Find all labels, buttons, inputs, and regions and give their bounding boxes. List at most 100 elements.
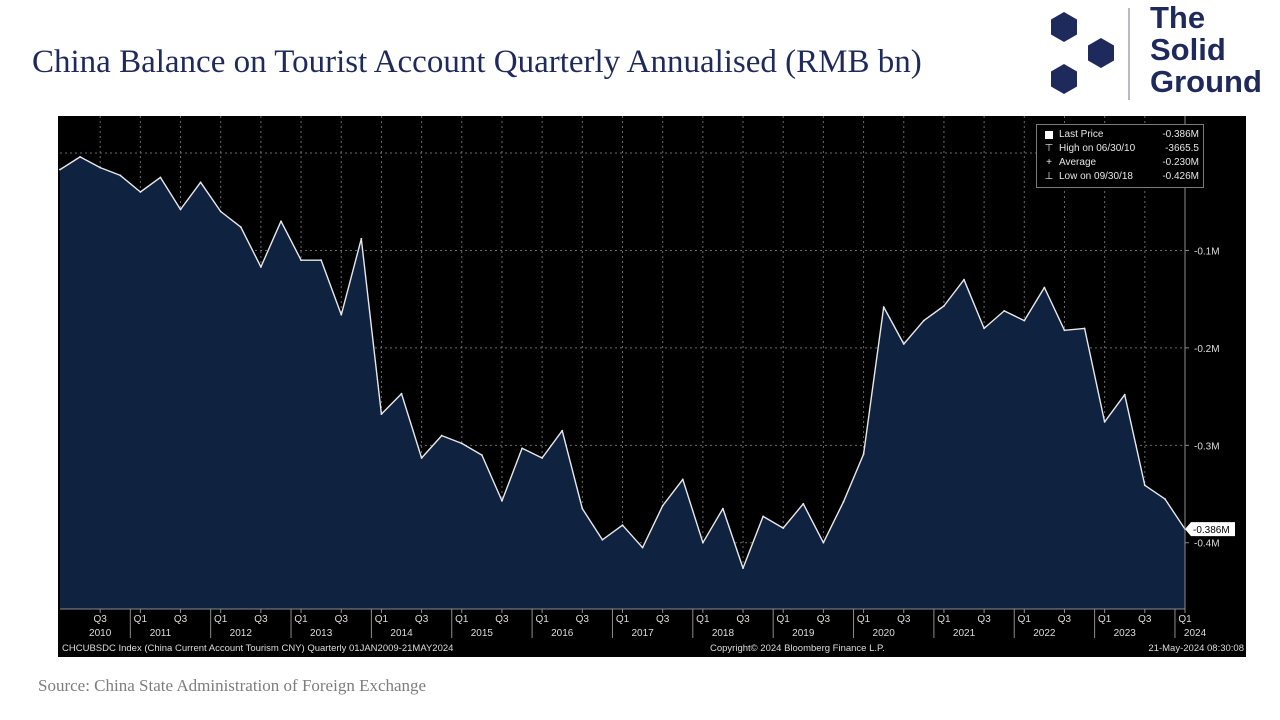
x-year-label: 2020	[873, 628, 896, 639]
legend-last-price: Last Price -0.386M	[1043, 129, 1199, 142]
average-marker-icon: +	[1046, 157, 1052, 168]
x-tick-label: Q1	[455, 614, 469, 625]
data-point	[420, 457, 423, 459]
data-point	[641, 546, 644, 549]
data-point	[1083, 327, 1086, 330]
legend-label: High on 06/30/10	[1059, 143, 1136, 154]
x-tick-label: Q3	[736, 614, 750, 625]
x-tick-label: Q3	[174, 614, 188, 625]
data-point	[762, 515, 765, 518]
x-year-label: 2015	[471, 628, 494, 639]
data-point	[440, 434, 443, 437]
legend-value: -0.230M	[1162, 157, 1199, 168]
y-tick-label: -0.4M	[1194, 539, 1220, 550]
data-point	[139, 191, 142, 193]
data-point	[239, 226, 242, 228]
source-note: Source: China State Administration of Fo…	[38, 676, 427, 695]
x-tick-label: Q1	[696, 614, 710, 625]
x-year-label: 2011	[150, 628, 172, 639]
x-year-label: 2022	[1033, 628, 1056, 639]
last-price-tag-label: -0.386M	[1193, 525, 1230, 536]
data-point	[400, 392, 403, 395]
legend-label: Average	[1059, 157, 1097, 168]
data-point	[983, 327, 986, 330]
legend-swatch-icon	[1043, 129, 1055, 142]
logo-divider	[1128, 8, 1130, 100]
x-tick-label: Q3	[977, 614, 991, 625]
x-tick-label: Q3	[254, 614, 268, 625]
data-point	[882, 306, 885, 308]
x-year-label: 2013	[310, 628, 333, 639]
x-tick-label: Q3	[335, 614, 349, 625]
chart-svg: 0-0.1M-0.2M-0.3M-0.4MQ3Q1Q3Q1Q3Q1Q3Q1Q3Q…	[59, 116, 1235, 639]
data-point	[380, 413, 383, 416]
data-point	[1003, 309, 1006, 312]
legend-label: Last Price	[1059, 129, 1104, 140]
legend-value: -3665.5	[1165, 143, 1199, 154]
x-tick-label: Q1	[214, 614, 228, 625]
data-point	[360, 237, 363, 240]
footer-index-info: CHCUBSDC Index (China Current Account To…	[62, 643, 454, 654]
x-tick-label: Q1	[857, 614, 871, 625]
data-point	[1023, 319, 1026, 322]
hexagon-cluster-icon	[1051, 12, 1114, 94]
data-point	[1143, 484, 1146, 487]
legend-value: -0.426M	[1162, 171, 1199, 182]
x-tick-label: Q1	[616, 614, 630, 625]
series-area	[60, 156, 1185, 609]
data-point	[320, 259, 323, 262]
legend-high: ⊤ High on 06/30/10 -3665.5	[1043, 143, 1199, 156]
x-year-label: 2014	[390, 628, 413, 639]
x-tick-label: Q1	[777, 614, 791, 625]
data-point	[179, 208, 182, 211]
data-point	[742, 567, 744, 569]
x-tick-label: Q3	[94, 614, 108, 625]
data-point	[782, 527, 785, 530]
data-point	[943, 305, 945, 307]
data-point	[802, 502, 805, 505]
x-tick-label: Q1	[937, 614, 951, 625]
x-tick-label: Q3	[656, 614, 670, 625]
x-year-label: 2018	[712, 628, 735, 639]
data-point	[99, 166, 102, 169]
logo-line: Solid	[1150, 32, 1226, 67]
data-point	[300, 259, 302, 262]
chart-panel: 0-0.1M-0.2M-0.3M-0.4MQ3Q1Q3Q1Q3Q1Q3Q1Q3Q…	[58, 116, 1246, 657]
footer-copyright: Copyright© 2024 Bloomberg Finance L.P.	[710, 643, 885, 654]
data-point	[822, 541, 825, 544]
x-year-label: 2021	[953, 628, 976, 639]
data-point	[460, 442, 463, 445]
x-year-label: 2019	[792, 628, 815, 639]
x-year-label: 2017	[631, 628, 654, 639]
data-point	[842, 500, 845, 503]
data-point	[259, 266, 262, 268]
logo-wordmark: The Solid Ground	[1150, 2, 1262, 98]
chart-title: China Balance on Tourist Account Quarter…	[32, 44, 922, 80]
data-point	[581, 507, 584, 510]
data-point	[561, 429, 564, 432]
x-year-label: 2012	[230, 628, 253, 639]
data-point	[501, 499, 503, 502]
x-year-label: 2023	[1114, 628, 1137, 639]
x-tick-label: Q1	[1018, 614, 1032, 625]
x-tick-label: Q3	[817, 614, 831, 625]
x-year-label: 2024	[1184, 628, 1207, 639]
y-tick-label: -0.2M	[1194, 344, 1220, 355]
data-point	[963, 278, 965, 281]
data-point	[902, 343, 905, 345]
chart-legend: Last Price -0.386M ⊤ High on 06/30/10 -3…	[1036, 124, 1204, 188]
data-point	[1103, 421, 1106, 423]
data-point	[340, 313, 343, 316]
logo-line: Ground	[1150, 64, 1262, 99]
data-point	[701, 541, 704, 544]
data-point	[199, 181, 202, 184]
x-tick-label: Q1	[134, 614, 148, 625]
x-tick-label: Q3	[897, 614, 911, 625]
x-tick-label: Q3	[495, 614, 509, 625]
data-point	[59, 168, 61, 171]
x-year-label: 2016	[551, 628, 574, 639]
data-point	[862, 453, 865, 455]
data-point	[541, 457, 544, 459]
legend-label: Low on 09/30/18	[1059, 171, 1133, 182]
legend-average: + Average -0.230M	[1043, 157, 1199, 170]
